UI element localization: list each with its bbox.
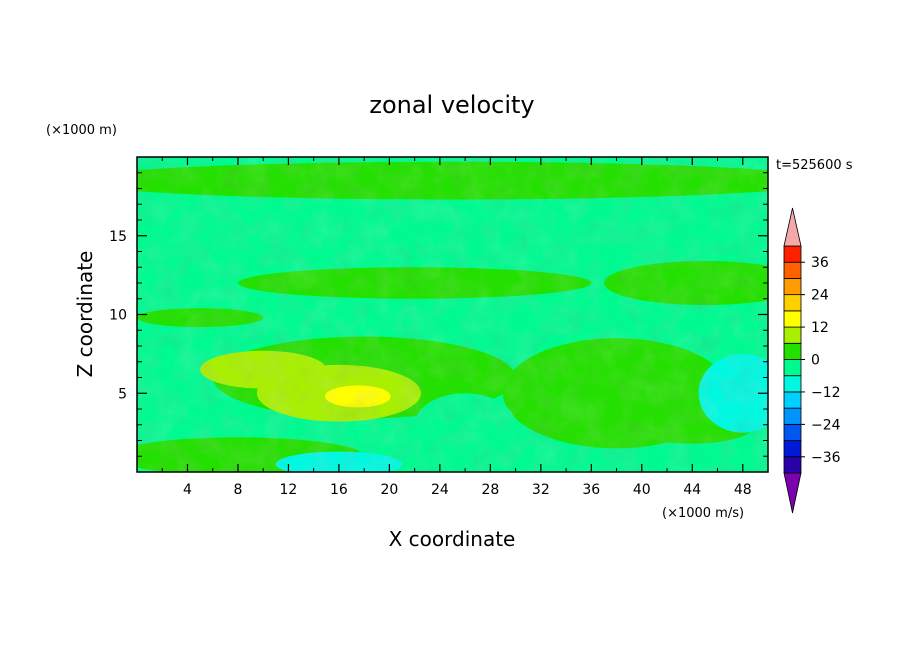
colorbar-tick-label: 36: [811, 255, 829, 271]
colorbar-tick-label: 0: [811, 353, 820, 369]
x-axis-label: X coordinate: [389, 527, 516, 551]
x-tick-label: 32: [532, 482, 550, 498]
colorbar-extend-min: [783, 472, 802, 514]
colorbar-extend-max: [783, 207, 802, 247]
y-axis-label: Z coordinate: [73, 251, 97, 378]
colorbar: 36 24 12 0 −12 −24 −36: [783, 207, 841, 514]
colorbar-tick-label: 12: [811, 320, 829, 336]
x-tick-label: 24: [431, 482, 449, 498]
colorbar-bin: [783, 294, 802, 312]
velocity-field: [137, 157, 768, 472]
time-label: t=525600 s: [776, 158, 853, 173]
field-texture: [137, 157, 768, 472]
colorbar-bin: [783, 342, 802, 360]
x-tick-label: 16: [330, 482, 348, 498]
colorbar-tick-label: −12: [811, 385, 841, 401]
colorbar-bin: [783, 440, 802, 458]
colorbar-bin: [783, 261, 802, 279]
x-tick-label: 44: [683, 482, 701, 498]
colorbar-bin: [783, 326, 802, 344]
y-unit-label: (×1000 m): [46, 123, 117, 138]
colorbar-bin: [783, 375, 802, 393]
y-tick-label: 10: [109, 308, 127, 324]
x-tick-label: 40: [633, 482, 651, 498]
x-tick-label: 48: [734, 482, 752, 498]
x-tick-label: 8: [233, 482, 242, 498]
x-tick-label: 28: [481, 482, 499, 498]
colorbar-bin: [783, 456, 802, 474]
colorbar-tick-label: −36: [811, 450, 841, 466]
x-tick-label: 4: [183, 482, 192, 498]
x-axis: 4 8 12 16 20 24 28 32 36 40 44 48: [161, 157, 752, 498]
colorbar-bin: [783, 359, 802, 377]
x-tick-label: 36: [582, 482, 600, 498]
colorbar-bin: [783, 245, 802, 263]
colorbar-bin: [783, 310, 802, 328]
colorbar-bin: [783, 423, 802, 441]
colorbar-bin: [783, 391, 802, 409]
y-tick-label: 5: [118, 386, 127, 402]
colorbar-tick-label: −24: [811, 417, 841, 433]
x-unit-label: (×1000 m/s): [662, 506, 744, 521]
x-tick-label: 20: [380, 482, 398, 498]
x-tick-label: 12: [280, 482, 298, 498]
y-tick-label: 15: [109, 229, 127, 245]
chart-title: zonal velocity: [369, 91, 534, 119]
y-axis: 5 10 15: [109, 172, 768, 457]
colorbar-bin: [783, 407, 802, 425]
colorbar-bin: [783, 278, 802, 296]
colorbar-tick-label: 24: [811, 288, 829, 304]
